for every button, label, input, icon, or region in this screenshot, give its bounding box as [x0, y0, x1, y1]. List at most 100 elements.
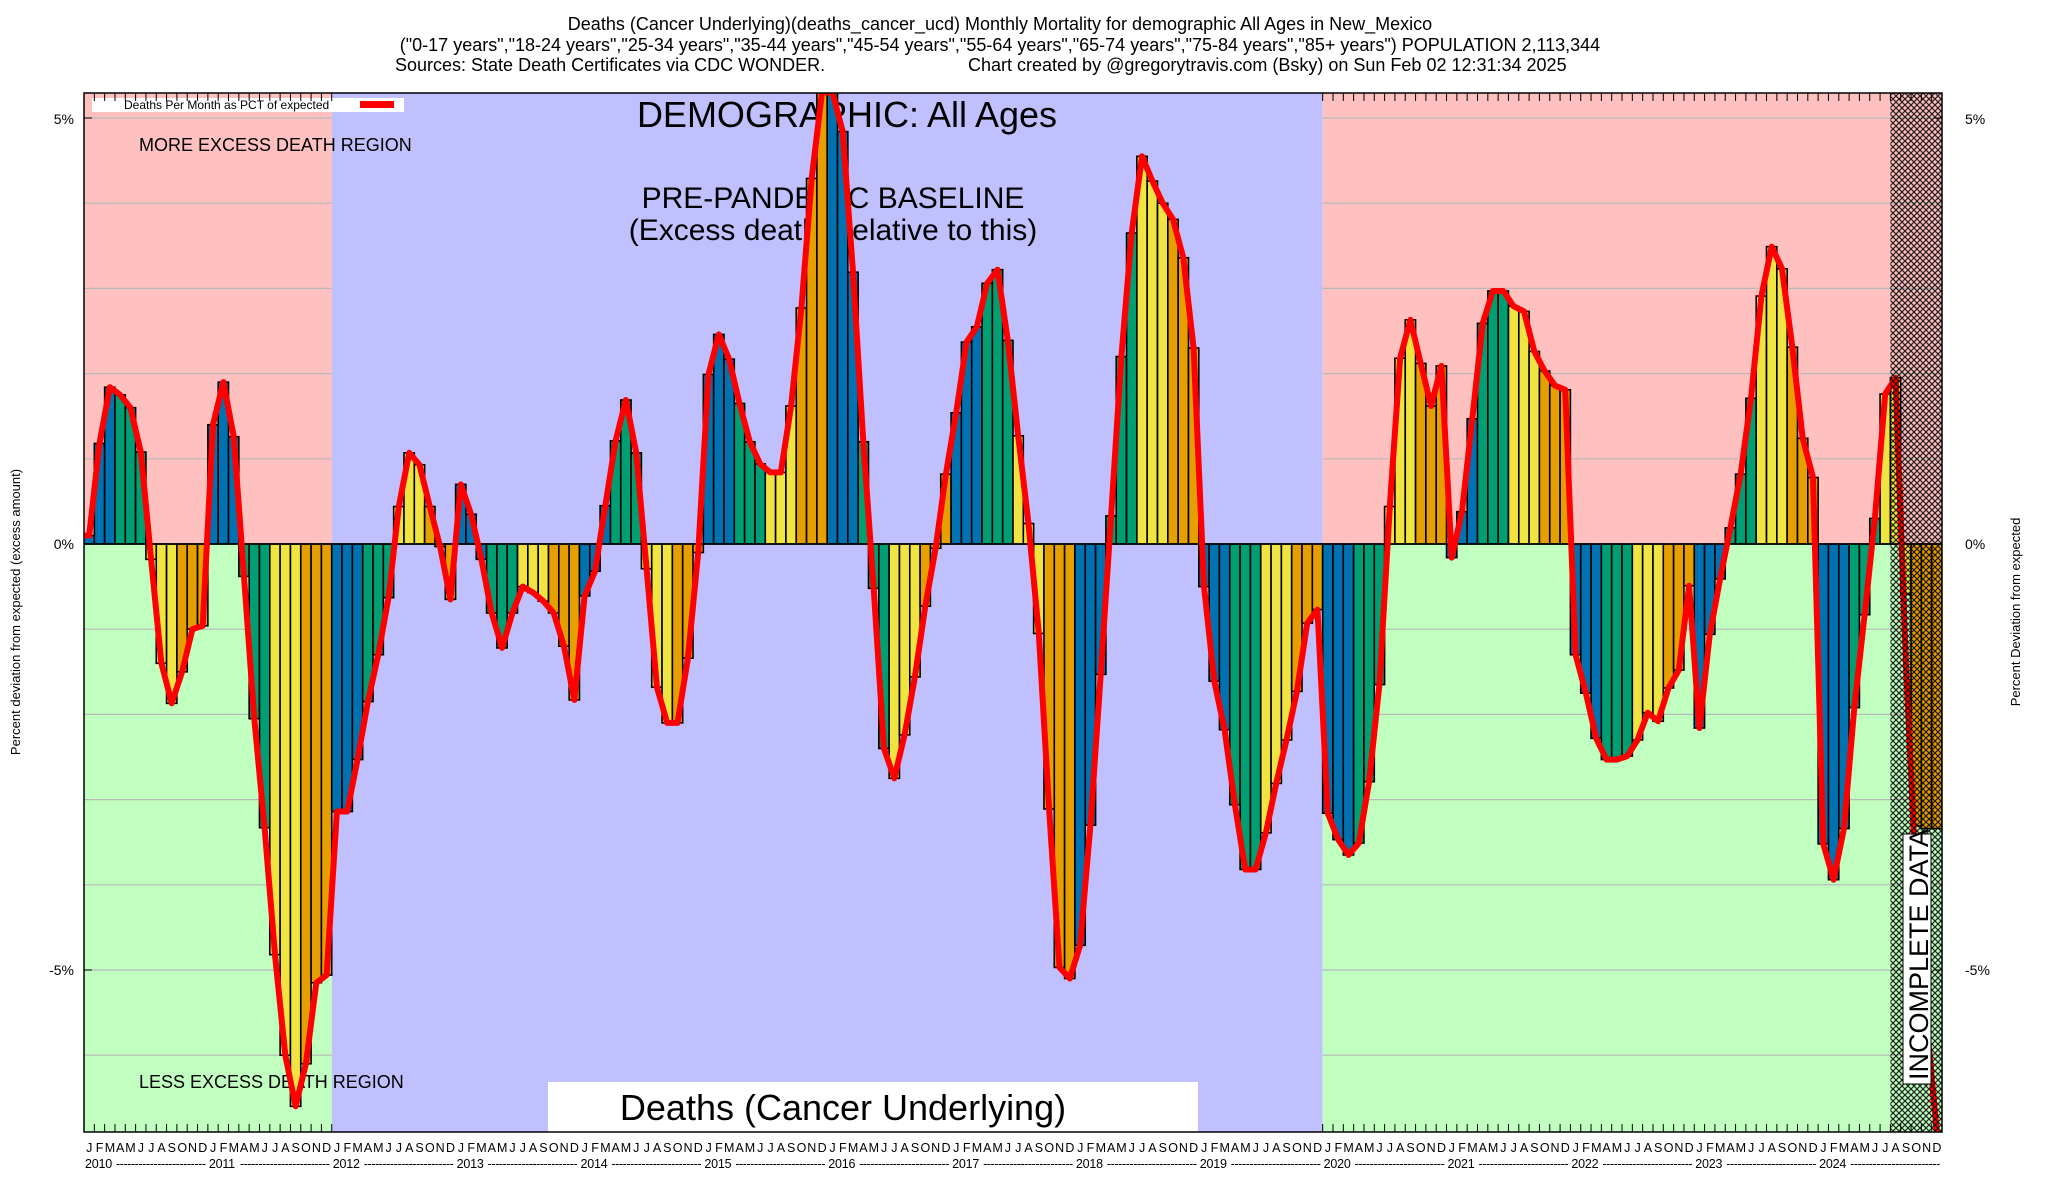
x-month-label: S: [1406, 1141, 1414, 1155]
x-month-label: S: [911, 1141, 919, 1155]
x-month-label: M: [1488, 1141, 1498, 1155]
x-month-label: F: [467, 1141, 475, 1155]
x-month-label: J: [1376, 1141, 1382, 1155]
x-month-label: M: [105, 1141, 115, 1155]
x-month-label: J: [1387, 1141, 1393, 1155]
x-month-label: D: [941, 1141, 950, 1155]
x-month-label: N: [1674, 1141, 1683, 1155]
bar: [1621, 543, 1634, 757]
x-month-label: N: [1922, 1141, 1931, 1155]
x-year-label: 2012: [333, 1157, 360, 1171]
bar: [970, 325, 983, 545]
bar: [1497, 290, 1510, 545]
x-month-label: M: [972, 1141, 982, 1155]
bar: [888, 543, 901, 780]
x-month-label: D: [1561, 1141, 1570, 1155]
x-month-label: M: [373, 1141, 383, 1155]
bar: [1600, 543, 1613, 761]
legend-swatch: [360, 101, 394, 108]
x-month-label: J: [334, 1141, 340, 1155]
incomplete-data-label: INCOMPLETE DATA: [1902, 829, 1934, 1085]
x-month-label: J: [1820, 1141, 1826, 1155]
x-month-label: O: [1664, 1141, 1674, 1155]
x-month-label: F: [1582, 1141, 1590, 1155]
x-month-label: M: [125, 1141, 135, 1155]
x-month-label: A: [281, 1141, 290, 1155]
x-month-label: O: [797, 1141, 807, 1155]
bar: [1507, 305, 1520, 545]
x-month-label: J: [705, 1141, 711, 1155]
y-axis-title-right: Percent Deviation from expected: [2008, 518, 2023, 707]
x-year-dashes: ------------------------: [1726, 1157, 1816, 1171]
x-month-label: A: [859, 1141, 868, 1155]
x-month-label: M: [1364, 1141, 1374, 1155]
x-year-label: 2018: [1076, 1157, 1103, 1171]
x-month-label: A: [405, 1141, 414, 1155]
bar: [537, 543, 550, 602]
x-month-label: J: [1748, 1141, 1754, 1155]
x-month-label: O: [425, 1141, 435, 1155]
x-month-label: O: [1416, 1141, 1426, 1155]
x-year-label: 2017: [952, 1157, 979, 1171]
x-month-label: M: [1240, 1141, 1250, 1155]
x-month-label: A: [529, 1141, 538, 1155]
x-month-label: M: [1715, 1141, 1725, 1155]
bar: [114, 394, 127, 545]
x-month-label: S: [1778, 1141, 1786, 1155]
x-month-label: F: [1334, 1141, 1342, 1155]
x-month-label: M: [1736, 1141, 1746, 1155]
bar: [661, 543, 674, 724]
more-excess-region-label: MORE EXCESS DEATH REGION: [139, 135, 412, 155]
x-month-label: D: [694, 1141, 703, 1155]
x-year-label: 2016: [828, 1157, 855, 1171]
bar: [1631, 543, 1644, 741]
x-month-label: J: [138, 1141, 144, 1155]
bar: [1167, 218, 1179, 545]
legend-box: [92, 98, 404, 112]
chart-source: Sources: State Death Certificates via CD…: [395, 55, 825, 75]
x-month-label: S: [415, 1141, 423, 1155]
x-month-label: S: [168, 1141, 176, 1155]
x-month-label: F: [96, 1141, 104, 1155]
x-month-label: A: [612, 1141, 621, 1155]
x-month-label: J: [272, 1141, 278, 1155]
x-year-dashes: ------------------------: [364, 1157, 454, 1171]
bar: [341, 543, 354, 813]
x-year-label: 2019: [1200, 1157, 1227, 1171]
bar: [1259, 543, 1272, 834]
bar: [1342, 543, 1355, 856]
x-month-label: M: [1116, 1141, 1126, 1155]
x-year-dashes: ------------------------: [1231, 1157, 1321, 1171]
x-month-label: A: [157, 1141, 166, 1155]
bar: [1146, 180, 1159, 545]
x-month-label: J: [1696, 1141, 1702, 1155]
bar: [527, 543, 539, 594]
x-month-label: M: [848, 1141, 858, 1155]
y-tick-label-right-5: 5%: [1965, 111, 1985, 127]
x-month-label: O: [177, 1141, 187, 1155]
bar: [1239, 543, 1252, 871]
x-month-label: F: [1087, 1141, 1095, 1155]
x-month-label: A: [1272, 1141, 1281, 1155]
bar: [826, 93, 839, 545]
x-month-label: J: [1511, 1141, 1517, 1155]
chart-title-line2: ("0-17 years","18-24 years","25-34 years…: [400, 35, 1600, 55]
x-month-label: A: [240, 1141, 249, 1155]
x-month-label: M: [1591, 1141, 1601, 1155]
x-month-label: F: [1706, 1141, 1714, 1155]
x-month-label: M: [869, 1141, 879, 1155]
bar: [1136, 155, 1148, 545]
x-month-label: J: [1015, 1141, 1021, 1155]
bar: [764, 471, 777, 545]
x-month-label: O: [1292, 1141, 1302, 1155]
bar: [1827, 543, 1840, 881]
x-month-label: A: [1024, 1141, 1033, 1155]
x-month-label: D: [1809, 1141, 1818, 1155]
bar: [1311, 543, 1324, 611]
bar: [1548, 384, 1561, 545]
x-month-label: F: [715, 1141, 723, 1155]
pct-expected-line: [84, 93, 1940, 1132]
x-month-label: F: [1458, 1141, 1466, 1155]
x-month-label: N: [807, 1141, 816, 1155]
y-tick-label-right-0: 0%: [1965, 536, 1985, 552]
